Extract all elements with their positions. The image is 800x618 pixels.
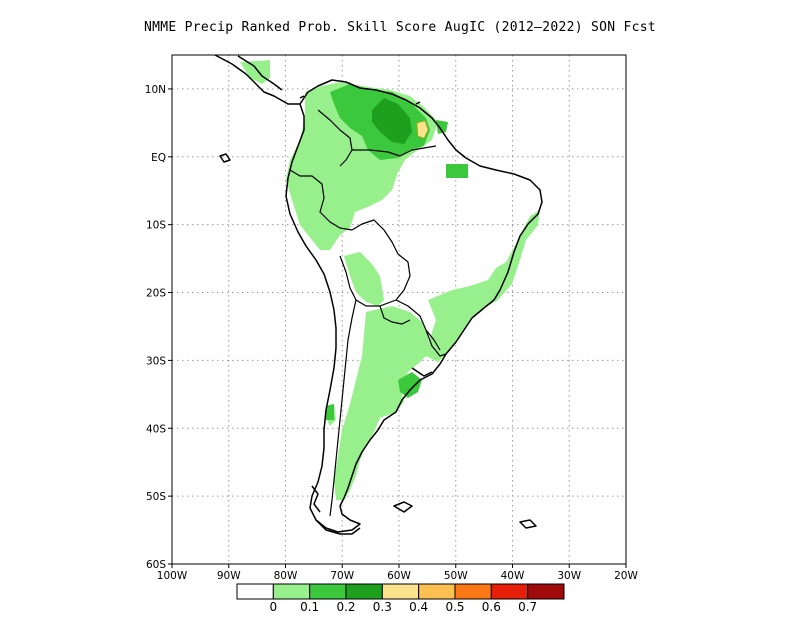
lon-tick-label: 70W xyxy=(330,570,354,582)
lat-tick-label: 10N xyxy=(145,84,166,96)
colorbar-swatch xyxy=(236,583,274,600)
lon-tick-label: 90W xyxy=(217,570,241,582)
colorbar-swatch xyxy=(381,583,420,600)
axis-ticks: 100W 90W 80W 70W 60W 50W 40W 30W 20W 10N EQ 10S 20S 3… xyxy=(145,84,639,582)
colorbar-swatch xyxy=(309,583,347,600)
colorbar-label: 0.6 xyxy=(482,600,501,614)
colorbar-label: 0.3 xyxy=(373,600,392,614)
lat-tick-label: 50S xyxy=(146,491,166,503)
colorbar-swatch xyxy=(454,583,492,600)
country-borders xyxy=(289,109,447,517)
lat-tick-label: 60S xyxy=(146,559,166,571)
lat-tick-label: 30S xyxy=(146,355,166,367)
skill-region-yellow xyxy=(416,120,429,139)
colorbar-label: 0.5 xyxy=(445,600,464,614)
colorbar-swatch xyxy=(490,583,529,600)
lon-tick-label: 30W xyxy=(557,570,581,582)
colorbar-swatch xyxy=(272,583,311,600)
colorbar-swatch xyxy=(418,583,456,600)
lat-tick-label: 40S xyxy=(146,423,166,435)
skill-region-dark xyxy=(372,98,412,144)
coastline xyxy=(214,55,543,535)
lon-tick-label: 80W xyxy=(274,570,298,582)
colorbar: 0 0.1 0.2 0.3 0.4 0.5 0.6 0.7 xyxy=(236,583,565,614)
colorbar-swatch xyxy=(345,583,383,600)
lat-tick-label: EQ xyxy=(151,152,166,164)
lon-tick-label: 40W xyxy=(501,570,525,582)
lon-tick-label: 20W xyxy=(614,570,638,582)
colorbar-label: 0.4 xyxy=(409,600,428,614)
lon-tick-label: 60W xyxy=(387,570,411,582)
colorbar-swatch xyxy=(527,583,565,600)
colorbar-label: 0 xyxy=(270,600,278,614)
map-title: NMME Precip Ranked Prob. Skill Score Aug… xyxy=(144,20,656,35)
graticule xyxy=(172,55,626,564)
colorbar-label: 0.1 xyxy=(300,600,319,614)
colorbar-label: 0.7 xyxy=(518,600,537,614)
colorbar-label: 0.2 xyxy=(336,600,355,614)
lon-tick-label: 50W xyxy=(444,570,468,582)
lat-tick-label: 10S xyxy=(146,220,166,232)
lat-tick-label: 20S xyxy=(146,288,166,300)
lon-tick-label: 100W xyxy=(157,570,188,582)
